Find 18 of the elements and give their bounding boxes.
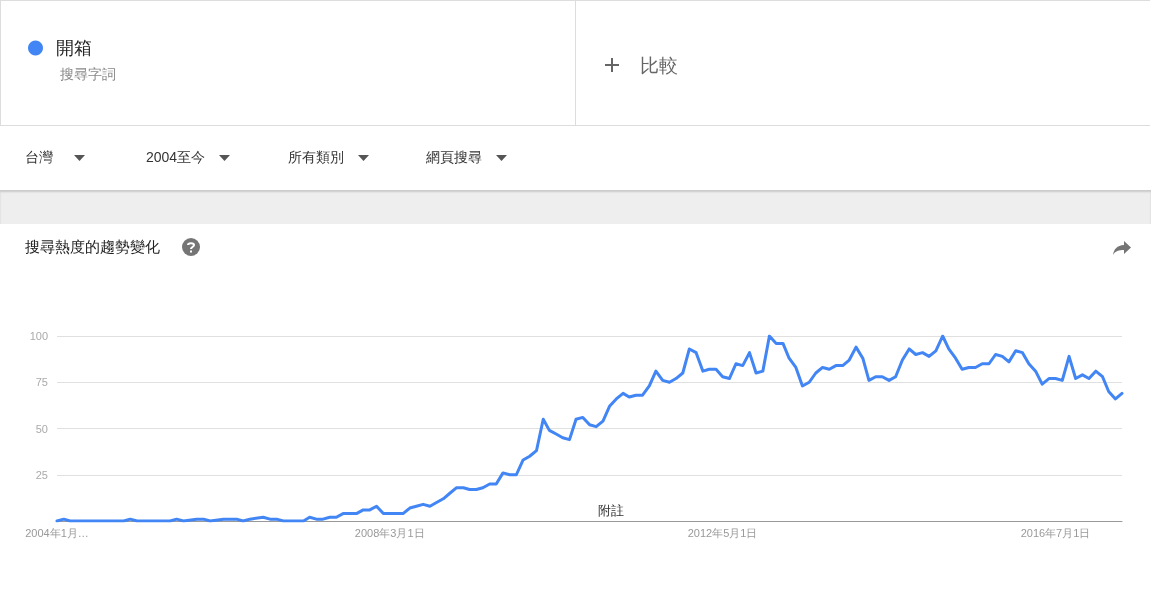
- x-tick-label: 2012年5月1日: [687, 526, 758, 539]
- annotation: 附註: [598, 502, 624, 520]
- legend-label: 開箱: [56, 38, 92, 58]
- x-tick-label: 2008年3月1日: [354, 526, 425, 539]
- y-tick-label: 50: [35, 422, 48, 435]
- text: 比較: [640, 54, 678, 78]
- text: 台灣: [25, 149, 54, 167]
- x-tick-label: 2016年7月1日: [1020, 526, 1091, 539]
- text: 2004至今: [146, 149, 206, 167]
- y-tick-label: 25: [35, 468, 48, 481]
- text: 搜尋字詞: [60, 66, 116, 84]
- y-tick-label: 75: [35, 376, 48, 389]
- chart-title: 搜尋熱度的趨勢變化: [25, 238, 160, 257]
- x-tick-label: 2004年1月…: [25, 526, 89, 539]
- text: 所有類別: [288, 149, 344, 167]
- y-tick-label: 100: [29, 330, 48, 342]
- text: 網頁搜尋: [426, 149, 482, 167]
- line-series: [55, 334, 1124, 523]
